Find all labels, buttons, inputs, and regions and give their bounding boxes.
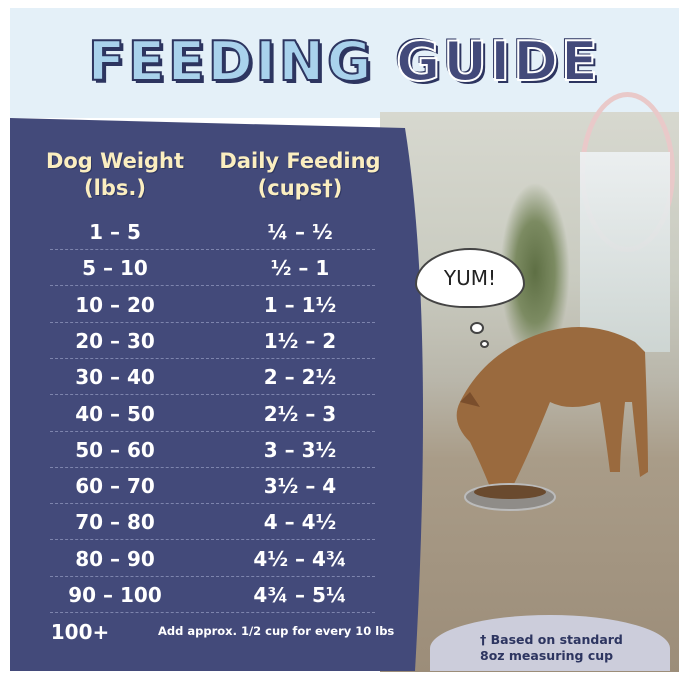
row-divider [50,430,375,432]
footnote-line: † Based on standard [480,632,623,647]
table-row: 60 – 70 3½ – 4 [50,468,375,505]
table-row: 1 – 5 ¼ – ½ [50,214,375,250]
bubble-puff [470,322,484,334]
table-row: 30 – 40 2 – 2½ [50,359,375,396]
header-line: Dog Weight [45,149,185,173]
row-divider [50,612,375,613]
title-part-feeding: FEEDING [87,29,375,94]
weight-cell: 5 – 10 [82,256,148,281]
table-row: 20 – 30 1½ – 2 [50,323,375,359]
weight-cell: 100+ [50,620,110,644]
weight-cell: 10 – 20 [75,292,155,317]
table-row: 50 – 60 3 – 3½ [50,432,375,468]
row-divider [50,575,375,577]
table-row: 10 – 20 1 – 1½ [50,287,375,323]
row-divider [50,503,375,505]
cups-cell: 3 – 3½ [263,437,337,462]
weight-cell: 40 – 50 [75,401,155,426]
row-divider [50,394,375,396]
cups-cell: ½ – 1 [270,256,330,281]
table-row: 40 – 50 2½ – 3 [50,396,375,432]
weight-cell: 80 – 90 [75,546,155,571]
table-row: 80 – 90 4½ – 4¾ [50,541,375,577]
cups-cell: 3½ – 4 [263,474,337,499]
bubble-puff [480,340,489,348]
weight-cell: 1 – 5 [89,220,141,244]
row-divider [50,357,375,359]
row-divider [50,249,375,250]
thought-bubble: YUM! [415,248,525,308]
table-row: 5 – 10 ½ – 1 [50,250,375,287]
weight-cell: 70 – 80 [75,510,155,535]
cups-cell: ¼ – ½ [267,220,333,244]
window [580,152,670,352]
cups-cell: 4¾ – 5¼ [253,583,347,607]
cups-cell: 2½ – 3 [263,401,337,426]
bubble-text: YUM! [443,266,497,290]
cups-cell: 4½ – 4¾ [253,546,347,571]
column-header-weight: Dog Weight (lbs.) [40,148,190,202]
header-line: (lbs.) [84,176,146,200]
dog-eating-photo [380,92,679,672]
weight-cell: 20 – 30 [75,328,155,353]
title-banner: FEEDING GUIDE [10,8,679,118]
footnote: † Based on standard 8oz measuring cup [480,632,623,664]
row-divider [50,321,375,323]
cups-cell: 4 – 4½ [263,510,337,535]
row-divider [50,539,375,541]
note-cell: Add approx. 1/2 cup for every 10 lbs [158,624,395,638]
table-row: 90 – 100 4¾ – 5¼ [50,577,375,613]
footnote-line: 8oz measuring cup [480,648,614,663]
dog-illustration [456,327,648,511]
weight-cell: 30 – 40 [75,365,155,390]
title-part-guide: GUIDE [395,29,601,94]
cups-cell: 1 – 1½ [263,292,337,317]
weight-cell: 50 – 60 [75,437,155,462]
footnote-badge [430,615,670,671]
header-line: Daily Feeding [219,149,381,173]
cups-cell: 1½ – 2 [263,328,337,353]
weight-cell: 60 – 70 [75,474,155,499]
row-divider [50,466,375,468]
table-row: 70 – 80 4 – 4½ [50,504,375,541]
row-divider [50,285,375,287]
page-title: FEEDING GUIDE [10,29,679,94]
weight-cell: 90 – 100 [68,583,162,607]
column-header-feeding: Daily Feeding (cups†) [210,148,390,202]
cups-cell: 2 – 2½ [263,365,337,390]
table-row-100-plus: 100+ Add approx. 1/2 cup for every 10 lb… [50,614,395,650]
header-line: (cups†) [257,176,343,200]
